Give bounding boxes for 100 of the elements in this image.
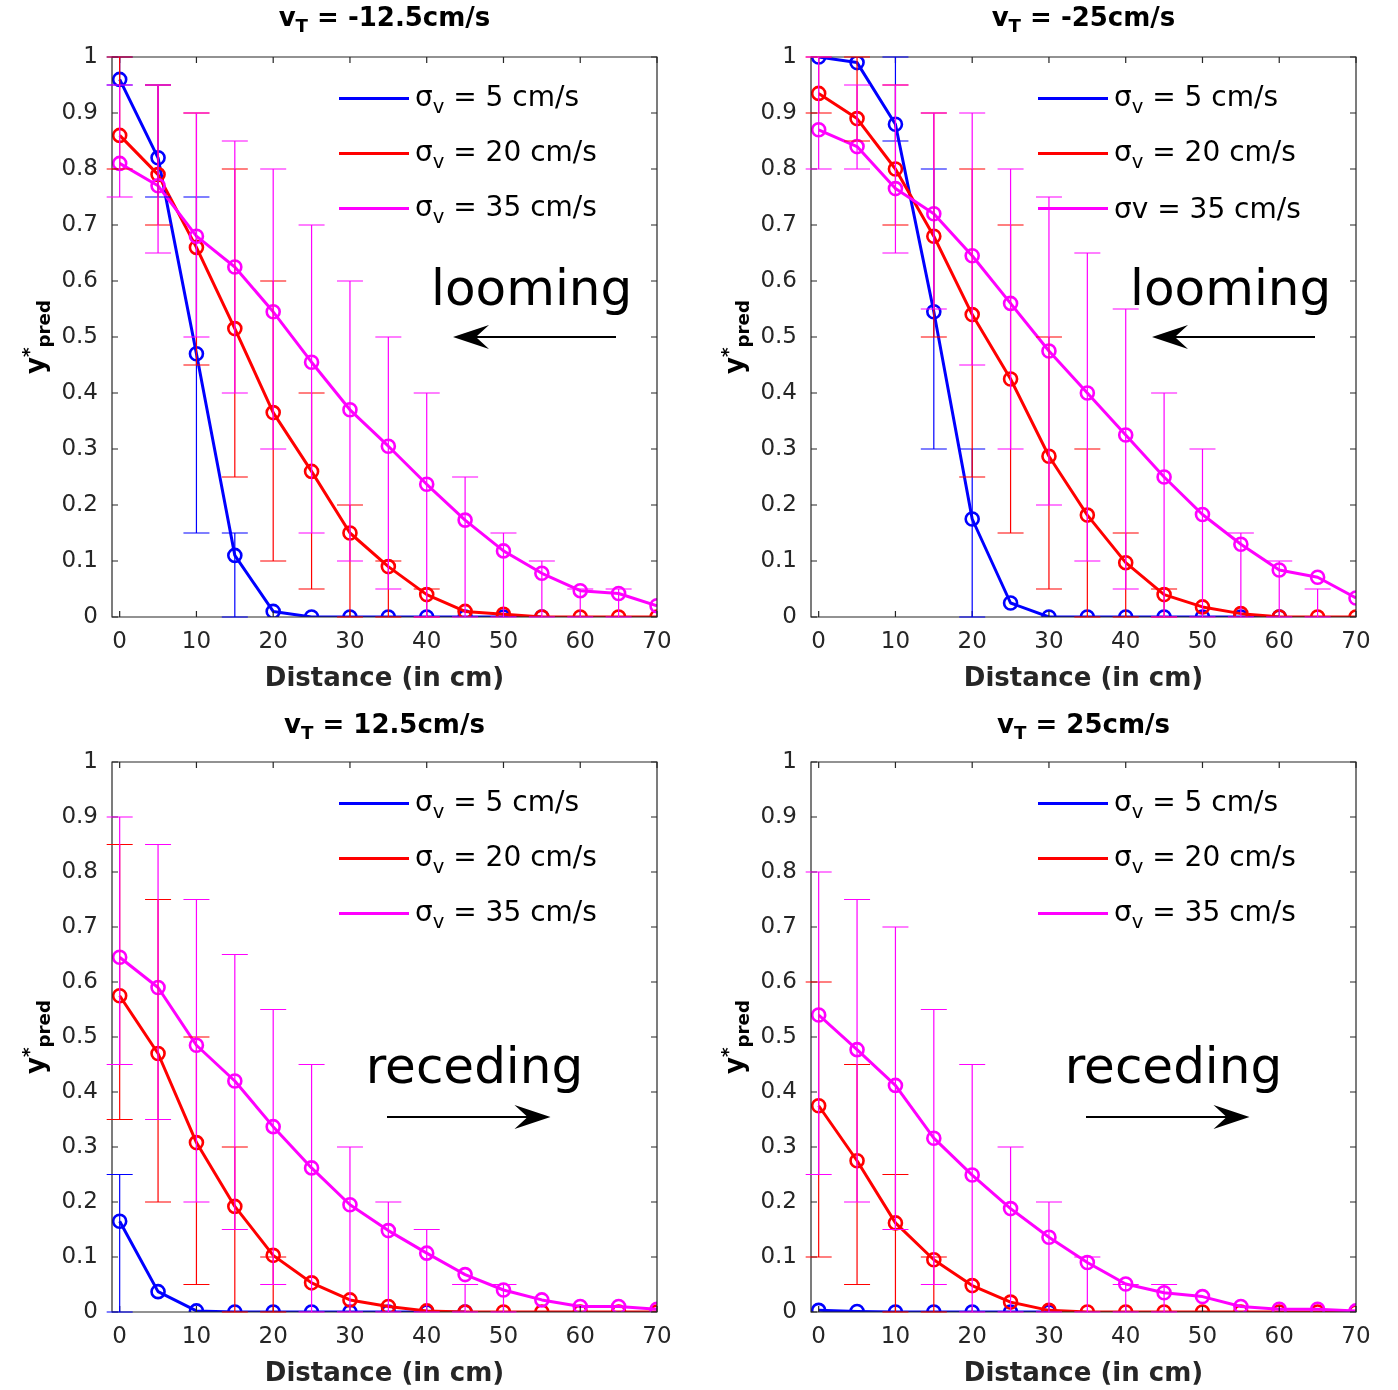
- y-tick-label: 0.2: [61, 1186, 98, 1213]
- x-tick-label: 40: [1111, 626, 1141, 653]
- y-tick-label: 0.8: [61, 856, 98, 883]
- x-tick-label: 0: [112, 626, 127, 653]
- x-axis-title: Distance (in cm): [963, 662, 1204, 693]
- chart-title: v$_{T}$ = -12.5cm/s: [277, 2, 492, 37]
- x-tick-label: 20: [957, 626, 987, 653]
- legend-label: σv = 35 cm/s: [1114, 192, 1301, 225]
- y-tick-label: 0.7: [760, 911, 797, 938]
- x-tick-label: 40: [412, 1321, 442, 1348]
- legend-label: σ$_{v}$ = 5 cm/s: [1114, 784, 1279, 823]
- x-tick-label: 70: [642, 1321, 672, 1348]
- x-tick-label: 40: [1111, 1321, 1141, 1348]
- legend-label: σ$_{v}$ = 5 cm/s: [1114, 79, 1279, 118]
- y-tick-label: 0.6: [760, 265, 797, 292]
- x-tick-label: 50: [488, 626, 519, 653]
- x-tick-label: 0: [811, 626, 826, 653]
- y-tick-label: 0.6: [61, 265, 98, 292]
- y-tick-label: 0.5: [61, 321, 98, 348]
- x-tick-label: 10: [880, 626, 911, 653]
- y-tick-label: 0.4: [760, 1076, 797, 1103]
- x-tick-label: 20: [957, 1321, 987, 1348]
- x-tick-label: 70: [1341, 626, 1371, 653]
- x-tick-label: 60: [1264, 626, 1294, 653]
- x-axis-title: Distance (in cm): [264, 662, 505, 693]
- y-tick-label: 0.7: [61, 209, 98, 236]
- y-tick-label: 0.8: [61, 153, 98, 180]
- y-tick-label: 0.1: [760, 545, 797, 572]
- legend-label: σ$_{v}$ = 35 cm/s: [1114, 894, 1296, 933]
- y-tick-label: 0: [83, 601, 98, 628]
- chart-title: v$_{T}$ = -25cm/s: [990, 2, 1177, 37]
- y-tick-label: 1: [782, 746, 797, 773]
- legend-label: σ$_{v}$ = 20 cm/s: [415, 839, 597, 878]
- annotation: receding: [1064, 1036, 1283, 1095]
- y-tick-label: 0.7: [61, 911, 98, 938]
- x-tick-label: 30: [335, 1321, 365, 1348]
- y-tick-label: 0.1: [61, 545, 98, 572]
- x-tick-label: 10: [880, 1321, 911, 1348]
- legend-label: σ$_{v}$ = 20 cm/s: [1114, 134, 1296, 173]
- x-tick-label: 70: [642, 626, 672, 653]
- y-tick-label: 0.3: [760, 433, 797, 460]
- y-tick-label: 0.2: [760, 1186, 797, 1213]
- y-tick-label: 0.9: [760, 97, 797, 124]
- x-tick-label: 10: [181, 626, 212, 653]
- x-tick-label: 50: [1187, 626, 1218, 653]
- y-tick-label: 0.9: [760, 801, 797, 828]
- y-tick-label: 0.5: [760, 1021, 797, 1048]
- x-axis-title: Distance (in cm): [264, 1357, 505, 1388]
- x-tick-label: 10: [181, 1321, 212, 1348]
- y-tick-label: 1: [782, 41, 797, 68]
- x-tick-label: 60: [1264, 1321, 1294, 1348]
- x-tick-label: 20: [258, 1321, 288, 1348]
- x-tick-label: 40: [412, 626, 442, 653]
- x-tick-label: 50: [488, 1321, 519, 1348]
- y-tick-label: 0.5: [61, 1021, 98, 1048]
- x-tick-label: 70: [1341, 1321, 1371, 1348]
- y-tick-label: 0.6: [760, 966, 797, 993]
- annotation: receding: [365, 1036, 584, 1095]
- y-tick-label: 0.8: [760, 856, 797, 883]
- x-tick-label: 0: [112, 1321, 127, 1348]
- legend-label: σ$_{v}$ = 35 cm/s: [415, 189, 597, 228]
- y-tick-label: 0.2: [760, 489, 797, 516]
- y-tick-label: 0.4: [61, 377, 98, 404]
- legend-label: σ$_{v}$ = 5 cm/s: [415, 784, 580, 823]
- x-axis-title: Distance (in cm): [963, 1357, 1204, 1388]
- legend-label: σ$_{v}$ = 20 cm/s: [1114, 839, 1296, 878]
- y-tick-label: 0: [83, 1296, 98, 1323]
- y-tick-label: 0.9: [61, 97, 98, 124]
- x-tick-label: 30: [335, 626, 365, 653]
- annotation: looming: [431, 259, 633, 318]
- y-tick-label: 1: [83, 746, 98, 773]
- y-tick-label: 0: [782, 601, 797, 628]
- chart-title: v$_{T}$ = 25cm/s: [996, 709, 1171, 744]
- x-tick-label: 50: [1187, 1321, 1218, 1348]
- x-tick-label: 60: [565, 1321, 595, 1348]
- chart-title: v$_{T}$ = 12.5cm/s: [283, 709, 486, 744]
- y-tick-label: 0: [782, 1296, 797, 1323]
- y-tick-label: 0.1: [61, 1241, 98, 1268]
- x-tick-label: 30: [1034, 1321, 1064, 1348]
- y-tick-label: 0.4: [61, 1076, 98, 1103]
- y-tick-label: 0.4: [760, 377, 797, 404]
- x-tick-label: 60: [565, 626, 595, 653]
- x-tick-label: 0: [811, 1321, 826, 1348]
- y-tick-label: 1: [83, 41, 98, 68]
- y-tick-label: 0.1: [760, 1241, 797, 1268]
- legend-label: σ$_{v}$ = 20 cm/s: [415, 134, 597, 173]
- y-tick-label: 0.3: [61, 1131, 98, 1158]
- y-tick-label: 0.3: [61, 433, 98, 460]
- y-tick-label: 0.2: [61, 489, 98, 516]
- x-tick-label: 30: [1034, 626, 1064, 653]
- y-tick-label: 0.3: [760, 1131, 797, 1158]
- y-tick-label: 0.6: [61, 966, 98, 993]
- x-tick-label: 20: [258, 626, 288, 653]
- legend-label: σ$_{v}$ = 35 cm/s: [415, 894, 597, 933]
- y-tick-label: 0.7: [760, 209, 797, 236]
- legend-label: σ$_{v}$ = 5 cm/s: [415, 79, 580, 118]
- annotation: looming: [1130, 259, 1332, 318]
- y-tick-label: 0.8: [760, 153, 797, 180]
- y-tick-label: 0.5: [760, 321, 797, 348]
- y-tick-label: 0.9: [61, 801, 98, 828]
